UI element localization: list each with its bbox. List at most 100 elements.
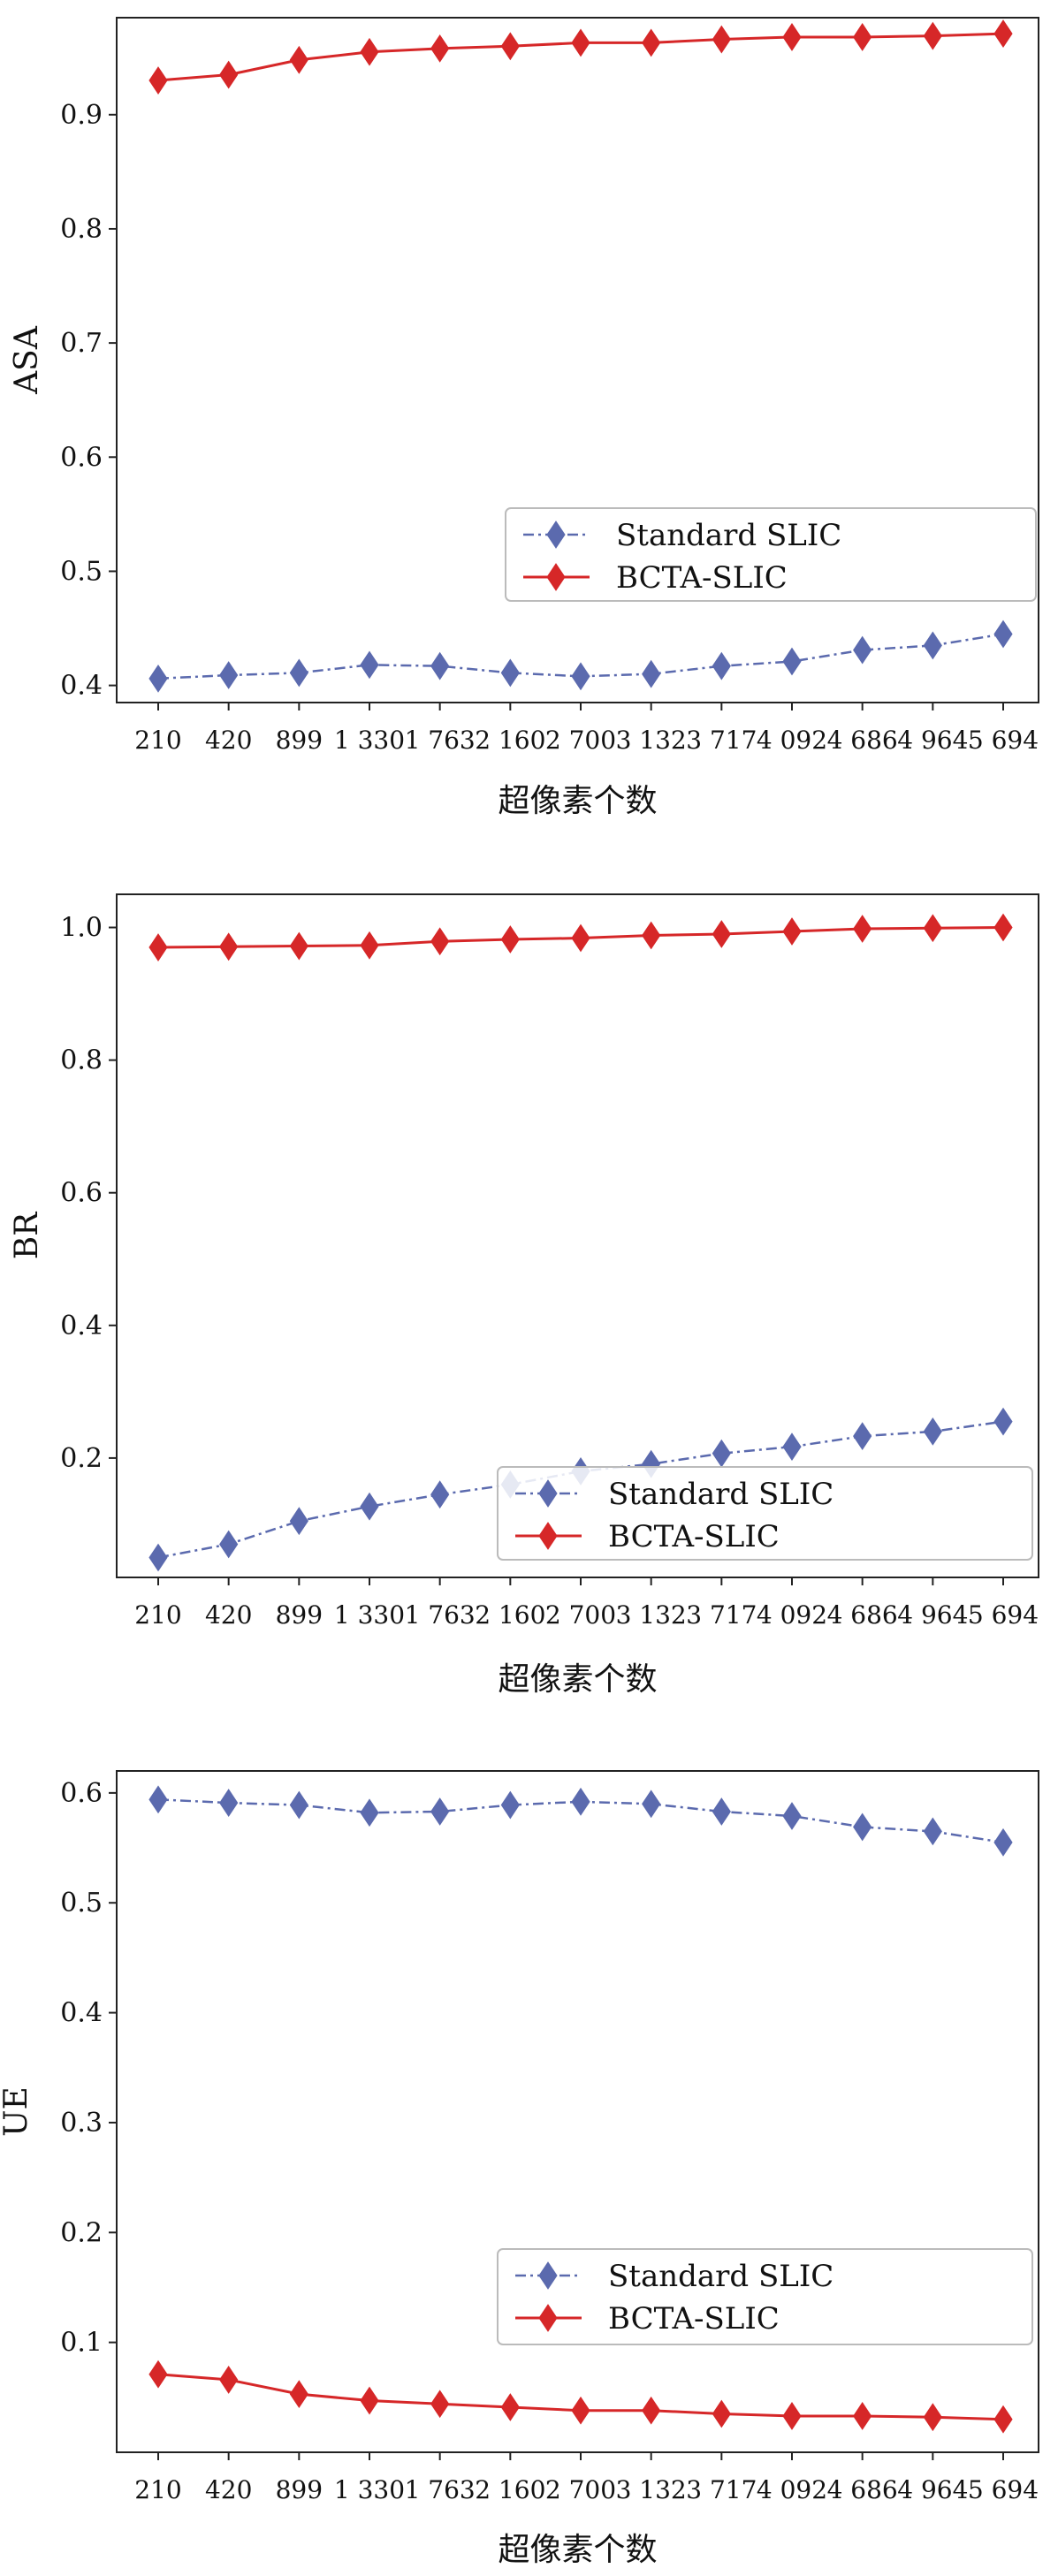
legend-box <box>497 1466 1033 1561</box>
plot-frame <box>116 893 1039 1578</box>
data-point <box>360 37 379 66</box>
data-point <box>430 1797 450 1826</box>
data-point <box>571 923 590 953</box>
data-point <box>993 2405 1013 2434</box>
data-point <box>289 2380 308 2408</box>
data-point <box>853 915 872 943</box>
data-point <box>712 1439 731 1468</box>
y-tick-label: 1.0 <box>60 913 103 944</box>
data-point <box>923 914 942 943</box>
x-tick-label: 2 700 <box>545 2475 616 2504</box>
x-tick-label: 3 132 <box>616 726 687 755</box>
legend-marker <box>538 1479 558 1508</box>
x-axis-label: 超像素个数 <box>498 1661 657 1698</box>
data-point <box>148 66 168 95</box>
x-tick-label: 899 <box>276 1600 323 1630</box>
data-point <box>853 1812 872 1842</box>
data-point <box>360 650 379 680</box>
data-point <box>148 1785 168 1814</box>
data-point <box>712 25 731 54</box>
x-tick-label: 1 763 <box>405 2475 476 2504</box>
x-axis-label: 超像素个数 <box>498 2532 657 2568</box>
data-point <box>360 1798 379 1828</box>
data-point <box>430 34 450 63</box>
x-tick-label: 5 694 <box>968 1600 1039 1630</box>
legend-label: Standard SLIC <box>608 2259 833 2294</box>
x-tick-label: 420 <box>205 726 252 755</box>
y-tick-label: 0.4 <box>60 671 103 702</box>
data-point <box>571 28 590 57</box>
y-tick-label: 0.2 <box>60 1443 103 1474</box>
x-tick-label: 4 686 <box>827 2475 898 2504</box>
x-tick-label: 3 717 <box>686 1600 757 1630</box>
data-point <box>571 1787 590 1816</box>
y-tick-label: 0.4 <box>60 1311 103 1341</box>
data-point <box>642 659 661 688</box>
x-tick-label: 3 717 <box>686 726 757 755</box>
data-point <box>712 920 731 948</box>
data-point <box>500 1790 520 1820</box>
data-point <box>712 2399 731 2428</box>
x-tick-label: 899 <box>276 726 323 755</box>
data-point <box>219 932 239 961</box>
data-point <box>642 2396 661 2425</box>
y-tick-label: 0.6 <box>60 1778 103 1809</box>
legend-label: Standard SLIC <box>608 1477 833 1512</box>
data-point <box>430 651 450 680</box>
x-tick-label: 3 717 <box>686 2475 757 2504</box>
data-point <box>430 1480 450 1509</box>
legend-marker <box>538 1522 558 1550</box>
data-point <box>148 1543 168 1572</box>
data-point <box>853 23 872 51</box>
data-point <box>853 635 872 665</box>
data-point <box>289 931 308 961</box>
data-point <box>148 2359 168 2389</box>
data-point <box>148 664 168 693</box>
legend-label: Standard SLIC <box>616 518 841 553</box>
plot-frame <box>116 1770 1039 2453</box>
data-point <box>853 1422 872 1451</box>
data-point <box>219 60 239 89</box>
data-point <box>500 32 520 61</box>
x-tick-label: 4 092 <box>757 726 827 755</box>
x-tick-label: 420 <box>205 2475 252 2504</box>
x-tick-label: 4 964 <box>897 2475 968 2504</box>
x-tick-label: 1 763 <box>405 726 476 755</box>
data-point <box>219 2366 239 2394</box>
x-tick-label: 4 092 <box>757 2475 827 2504</box>
br-chart-panel: 0.2 0.4 0.6 0.8 1.0 210 420 899 1 330 1 763 2 160 2… <box>9 893 1039 1698</box>
legend-marker <box>546 521 566 549</box>
x-tick-label: 4 964 <box>897 1600 968 1630</box>
x-tick-label: 210 <box>134 2475 181 2504</box>
y-tick-label: 0.5 <box>60 556 103 587</box>
legend-marker <box>546 563 566 591</box>
data-point <box>571 662 590 691</box>
y-axis-label: UE <box>0 2086 34 2137</box>
data-point <box>642 1790 661 1819</box>
y-tick-label: 0.9 <box>60 100 103 131</box>
data-point <box>993 619 1013 649</box>
data-point <box>923 1817 942 1846</box>
data-point <box>993 19 1013 48</box>
x-tick-label: 3 132 <box>616 1600 687 1630</box>
x-tick-label: 4 686 <box>827 726 898 755</box>
data-point <box>782 917 802 946</box>
x-tick-label: 899 <box>276 2475 323 2504</box>
data-point <box>923 2403 942 2432</box>
x-tick-label: 2 160 <box>475 2475 545 2504</box>
data-point <box>923 1417 942 1446</box>
data-point <box>148 933 168 961</box>
legend-label: BCTA-SLIC <box>608 2301 780 2337</box>
x-tick-label: 1 763 <box>405 1600 476 1630</box>
y-tick-label: 0.5 <box>60 1888 103 1919</box>
data-point <box>219 1530 239 1559</box>
data-point <box>289 1790 308 1820</box>
legend-marker <box>538 2261 558 2290</box>
data-point <box>782 1432 802 1462</box>
data-point <box>782 647 802 676</box>
y-tick-label: 0.4 <box>60 1998 103 2029</box>
y-tick-label: 0.8 <box>60 1045 103 1076</box>
data-point <box>853 2402 872 2430</box>
x-tick-label: 2 160 <box>475 726 545 755</box>
